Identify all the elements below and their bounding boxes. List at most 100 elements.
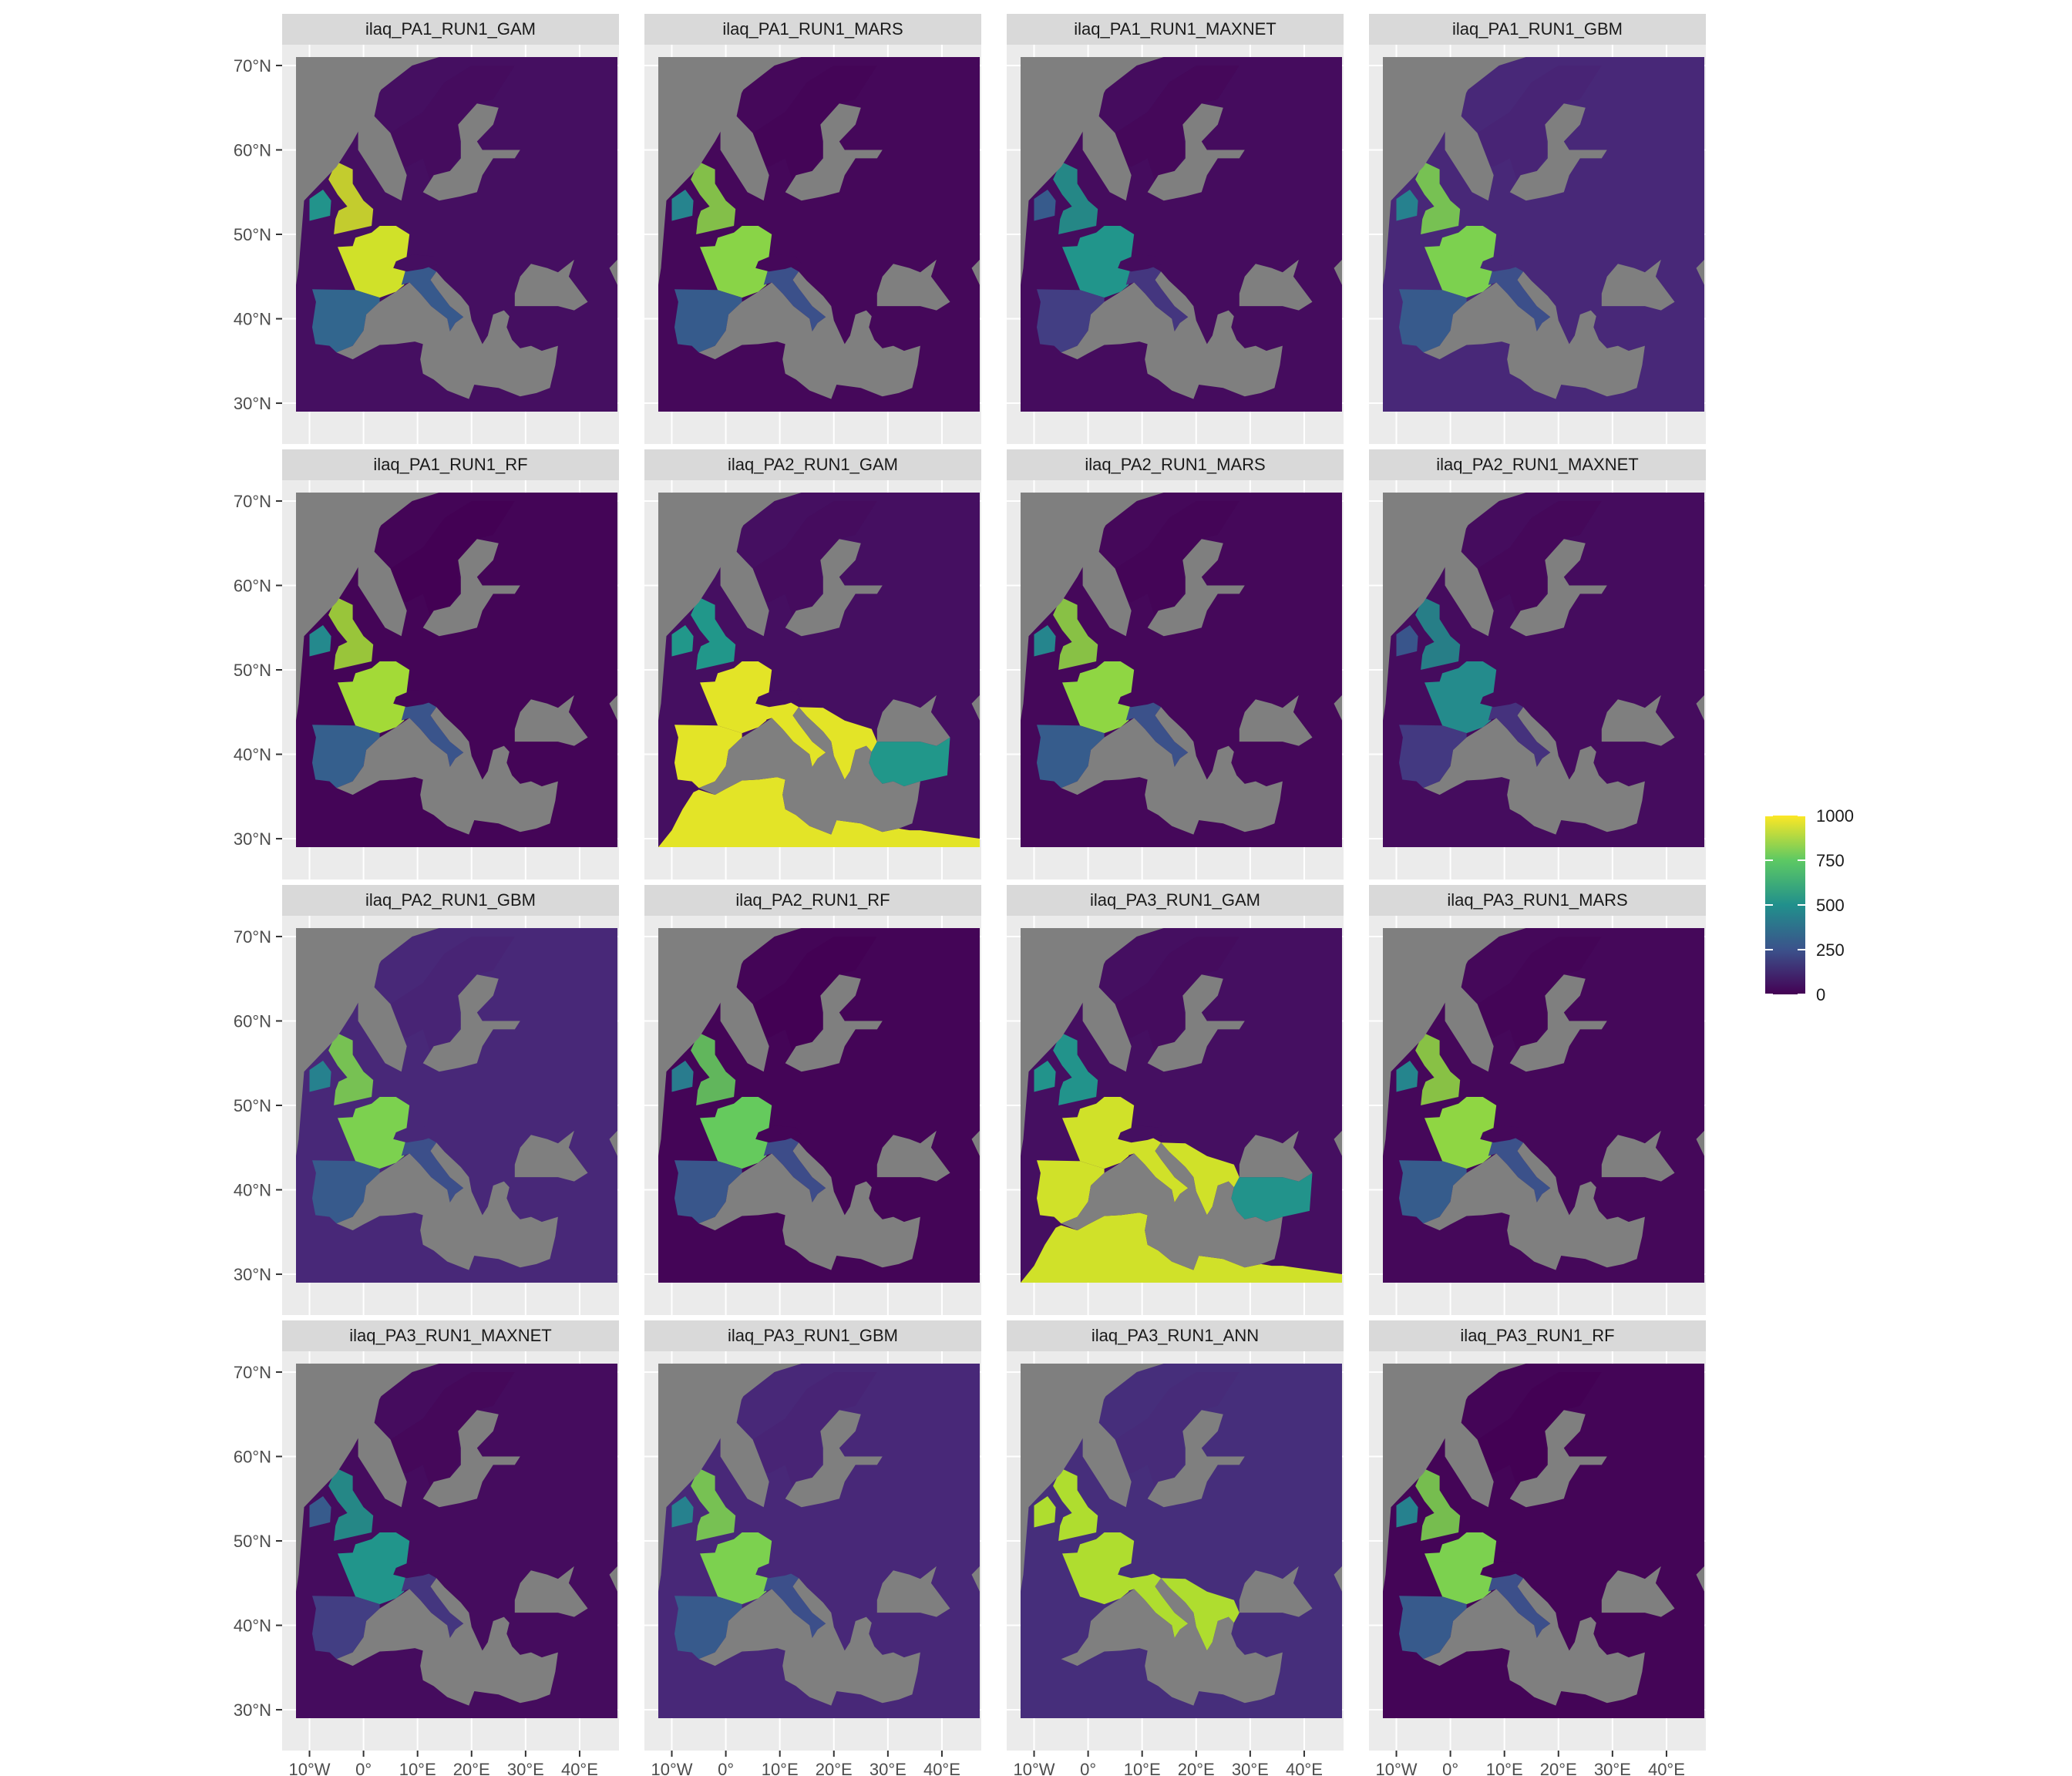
suitability-britain (328, 1032, 374, 1105)
suitability-italy (1488, 264, 1551, 331)
na-baltic-sea (785, 539, 883, 637)
na-baltic-sea (422, 539, 520, 637)
na-baltic-sea (785, 103, 883, 201)
na-north-africa-strip (296, 406, 617, 412)
suitability-france (338, 1097, 410, 1169)
facet-strip (1007, 14, 1344, 45)
y-tick-label: 60°N (234, 1011, 271, 1031)
y-tick-label: 30°N (234, 1265, 271, 1284)
na-north-africa-strip (296, 1713, 617, 1718)
na-mediterranean (698, 1578, 920, 1706)
na-north-africa-strip (658, 406, 980, 412)
na-black-sea (514, 1566, 588, 1617)
scandinavia (1115, 66, 1240, 184)
suitability-france (338, 226, 410, 298)
y-tick-label: 30°N (234, 394, 271, 413)
na-north-sea (1082, 57, 1164, 201)
facet-panel: ilaq_PA3_RUN1_MARS (1369, 885, 1706, 1315)
x-tick-label: 10°W (1375, 1760, 1417, 1776)
facet-title: ilaq_PA1_RUN1_GBM (1452, 19, 1623, 39)
suitability-britain (328, 161, 374, 234)
facet-strip (282, 885, 619, 916)
suitability-ireland (1396, 625, 1418, 657)
x-tick-label: 10°E (1124, 1760, 1161, 1776)
facet-strip (1369, 885, 1706, 916)
na-baltic-sea (1509, 103, 1607, 201)
alps-low-suitability (393, 690, 439, 708)
legend-tick-label: 1000 (1816, 806, 1854, 826)
suitability-ireland (1034, 190, 1056, 221)
suitability-britain (1415, 1032, 1461, 1105)
na-north-sea (1445, 493, 1526, 637)
na-north-sea (720, 57, 802, 201)
na-baltic-sea (422, 1410, 520, 1508)
suitability-iberia (312, 725, 380, 789)
y-tick-label: 30°N (234, 829, 271, 849)
na-baltic-sea (1147, 103, 1245, 201)
na-caspian (1334, 259, 1342, 345)
suitability-britain (1415, 597, 1461, 670)
suitability-italy (763, 1135, 826, 1202)
na-black-sea (514, 259, 588, 311)
suitability-ireland (671, 1496, 694, 1528)
suitability-britain (1053, 1468, 1098, 1541)
suitability-raster (296, 928, 617, 1283)
suitability-italy (1125, 1135, 1189, 1202)
scandinavia (390, 937, 515, 1055)
facet-title: ilaq_PA2_RUN1_RF (735, 890, 890, 910)
suitability-iberia (1037, 725, 1105, 789)
x-tick-label: 30°E (870, 1760, 906, 1776)
facet-panel: ilaq_PA2_RUN1_GAM (644, 449, 981, 880)
na-north-sea (358, 928, 439, 1072)
suitability-france (1424, 226, 1497, 298)
facet-panel: ilaq_PA1_RUN1_MARS (644, 14, 981, 444)
alps-low-suitability (755, 1125, 802, 1143)
suitability-britain (328, 597, 374, 670)
na-north-sea (720, 493, 802, 637)
facet-title: ilaq_PA3_RUN1_ANN (1092, 1326, 1259, 1345)
y-tick-label: 50°N (234, 661, 271, 680)
na-north-sea (1445, 57, 1526, 201)
suitability-iberia (1037, 1160, 1105, 1224)
na-north-sea (358, 1364, 439, 1508)
na-black-sea (1239, 1130, 1313, 1182)
na-black-sea (1601, 695, 1675, 746)
na-north-africa-strip (658, 1277, 980, 1283)
na-caspian (971, 1130, 980, 1216)
suitability-ireland (309, 625, 331, 657)
alps-low-suitability (1480, 1561, 1526, 1579)
na-black-sea (1601, 259, 1675, 311)
na-baltic-sea (785, 1410, 883, 1508)
suitability-ireland (1396, 190, 1418, 221)
facet-title: ilaq_PA3_RUN1_RF (1460, 1326, 1614, 1345)
legend-tick-label: 0 (1816, 985, 1825, 1004)
na-north-africa-strip (1383, 1277, 1704, 1283)
suitability-iberia (1399, 1160, 1467, 1224)
x-tick-label: 0° (718, 1760, 734, 1776)
na-north-sea (1082, 493, 1164, 637)
na-caspian (1696, 1130, 1704, 1216)
x-tick-label: 0° (1442, 1760, 1458, 1776)
facet-title: ilaq_PA3_RUN1_MARS (1447, 890, 1627, 910)
suitability-iberia (312, 1160, 380, 1224)
suitability-iberia (312, 1596, 380, 1660)
alps-low-suitability (393, 254, 439, 272)
na-baltic-sea (1509, 1410, 1607, 1508)
x-tick-label: 10°E (1486, 1760, 1523, 1776)
y-tick-label: 40°N (234, 310, 271, 329)
facet-panel: ilaq_PA3_RUN1_GAM (1007, 885, 1344, 1315)
suitability-france (1424, 661, 1497, 734)
na-caspian (1696, 1566, 1704, 1651)
facet-title: ilaq_PA1_RUN1_MAXNET (1074, 19, 1276, 39)
suitability-italy (1125, 1570, 1189, 1638)
suitability-raster (1021, 57, 1342, 412)
na-caspian (971, 259, 980, 345)
suitability-iberia (674, 289, 742, 353)
na-caspian (1696, 695, 1704, 780)
y-tick-label: 70°N (234, 1363, 271, 1382)
facet-panel: ilaq_PA1_RUN1_GAM (282, 14, 619, 444)
suitability-raster (1383, 928, 1704, 1283)
suitability-britain (1415, 161, 1461, 234)
scandinavia (1477, 501, 1602, 620)
